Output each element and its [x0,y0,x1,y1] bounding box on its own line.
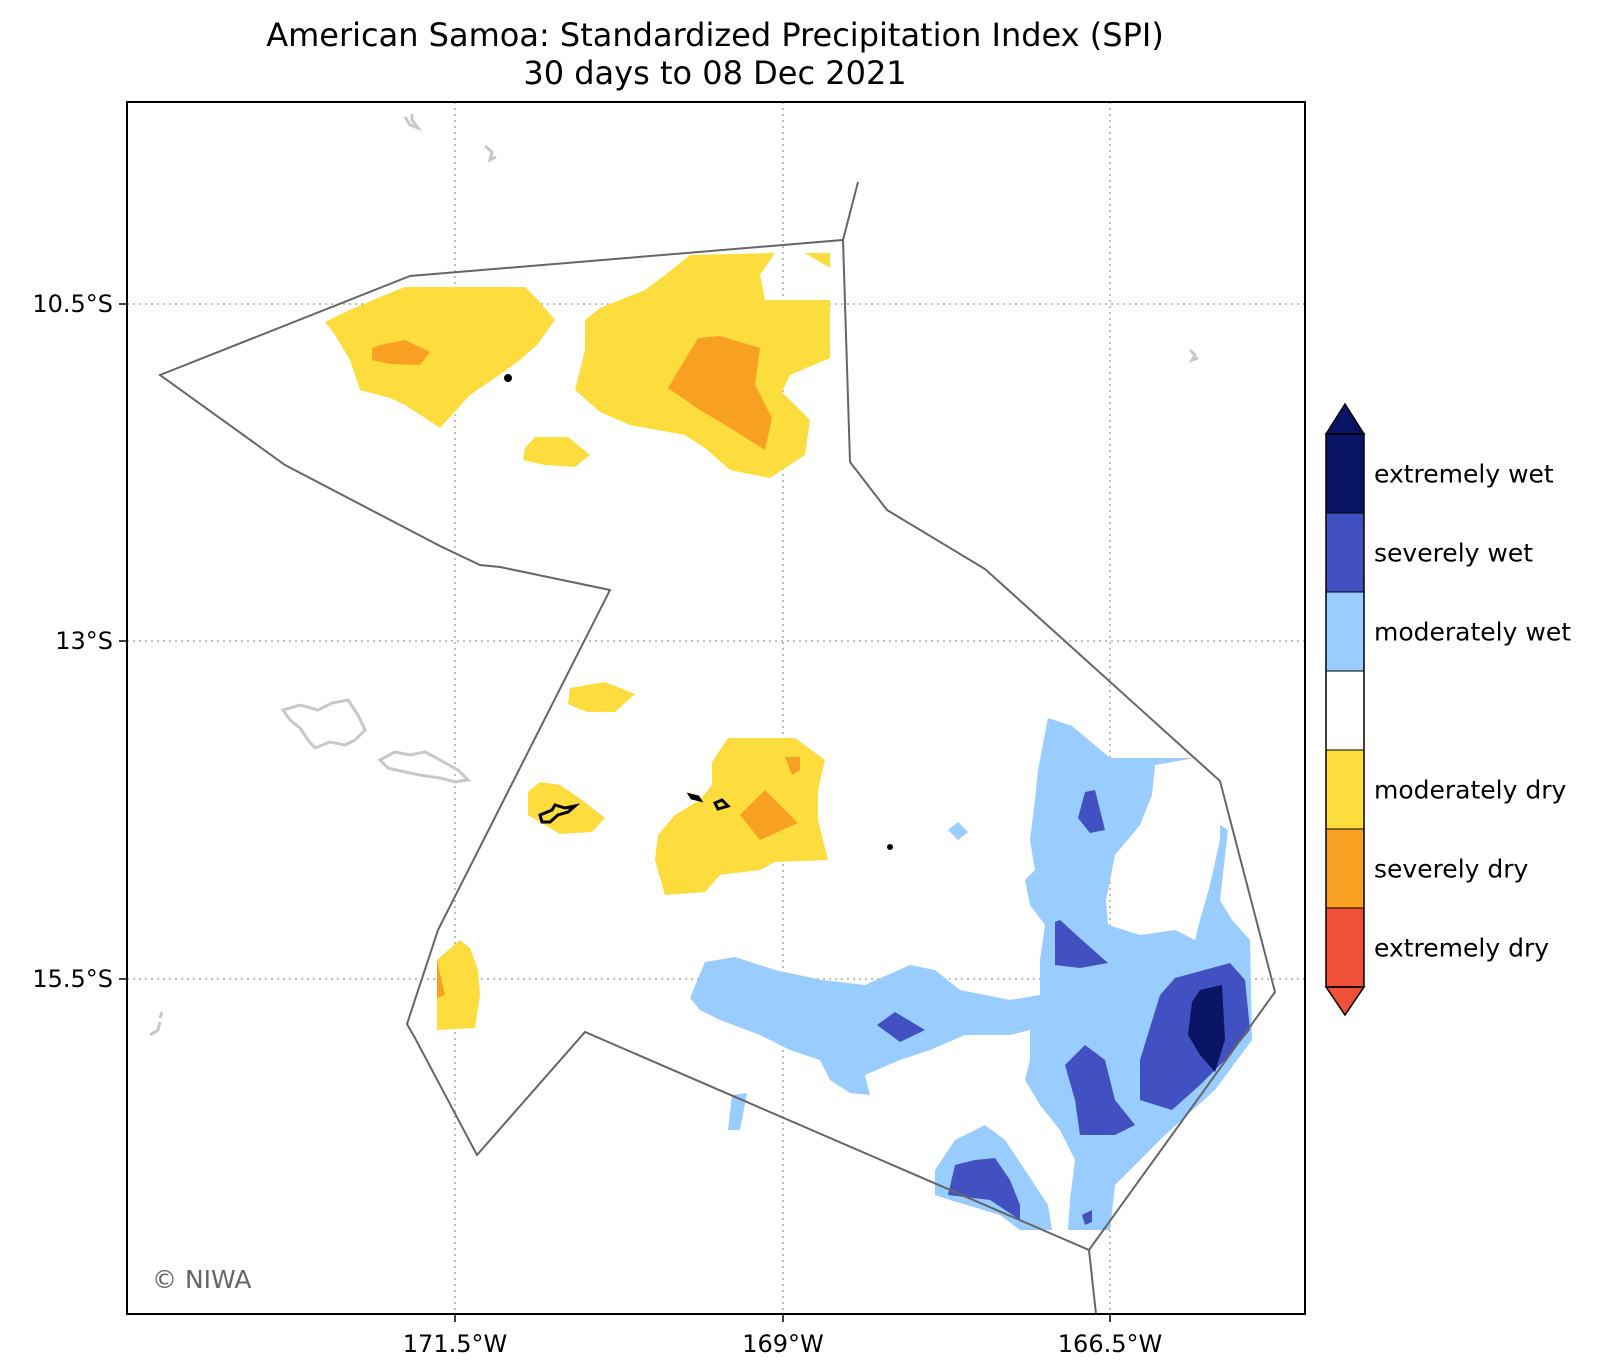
niwa-credit: © NIWA [152,1265,251,1294]
colorbar-legend: extremely wet severely wet moderately wet m… [1324,402,1571,1017]
colorbar-swatch [1325,749,1365,830]
rose-atoll [887,844,893,850]
american-samoa-land [504,374,893,850]
colorbar-swatch [1325,670,1365,751]
colorbar-label: severely dry [1374,855,1529,884]
dry-area-north-west [325,287,555,428]
colorbar-frame [1325,433,1365,988]
extreme-wet-east [1188,985,1225,1072]
x-tick-label: 169°W [742,1330,824,1358]
severe-dry-north-central [668,336,772,450]
ofu-olosega-outline [686,792,704,803]
map-frame [126,101,1306,1315]
swains-island [504,374,512,382]
colorbar-swatch [1325,433,1365,514]
tau-outline [712,798,731,811]
y-tick-label: 10.5°S [32,290,113,318]
eez-line-south [1088,1249,1097,1314]
x-tick-label: 166.5°W [1058,1330,1162,1358]
colorbar-label: extremely dry [1374,934,1549,963]
y-tick-label: 13°S [55,627,113,655]
severe-dry-manua [740,790,798,840]
dry-area-small-north [523,437,590,467]
dry-area-south-west [437,940,480,1030]
dry-area-north-tip [805,253,830,268]
x-tick-label: 171.5°W [403,1330,507,1358]
severe-dry-manua-small [785,757,800,775]
severe-wet-west [877,1012,925,1042]
neighbour-land [149,114,1199,1037]
colorbar-swatch [1325,591,1365,672]
severe-wet-south [948,1158,1020,1220]
severe-wet-south-central [1065,1045,1135,1135]
colorbar-label: moderately dry [1374,776,1567,805]
severe-dry-north-west [372,340,430,365]
severe-dry-south-west [437,960,445,998]
islet-outline-1 [403,114,423,132]
tick-marks [119,303,1111,1322]
severe-wet-tip [1082,1210,1092,1225]
savaii-outline [280,698,367,750]
colorbar-label: extremely wet [1374,460,1554,489]
severely-dry-regions [372,336,800,998]
dry-area-upolu-north [568,682,635,712]
tutuila-outline [538,803,581,824]
colorbar-arrow-bottom [1324,986,1366,1017]
colorbar-label: severely wet [1374,539,1533,568]
severe-wet-mid [1055,920,1108,968]
colorbar-swatch [1325,907,1365,988]
eez-boundary [157,181,1277,1314]
wet-area-small-diamond [948,822,968,840]
eez-line-north [842,181,859,241]
colorbar-label: moderately wet [1374,618,1571,647]
wet-area-small-south [728,1093,747,1130]
islet-outline-3 [1188,348,1199,363]
extremely-wet-regions [1188,985,1225,1072]
colorbar-swatch [1325,828,1365,909]
colorbar-arrow-top [1324,402,1366,435]
islet-outline-4 [149,1011,164,1037]
map-title: American Samoa: Standardized Precipitati… [266,16,1164,54]
map-subtitle: 30 days to 08 Dec 2021 [523,54,907,92]
islet-outline-2 [484,144,497,163]
severe-wet-small-north [1078,790,1105,833]
y-tick-label: 15.5°S [32,965,113,993]
upolu-outline [377,750,472,784]
eez-polygon [157,238,1277,1252]
colorbar-swatch [1325,512,1365,593]
